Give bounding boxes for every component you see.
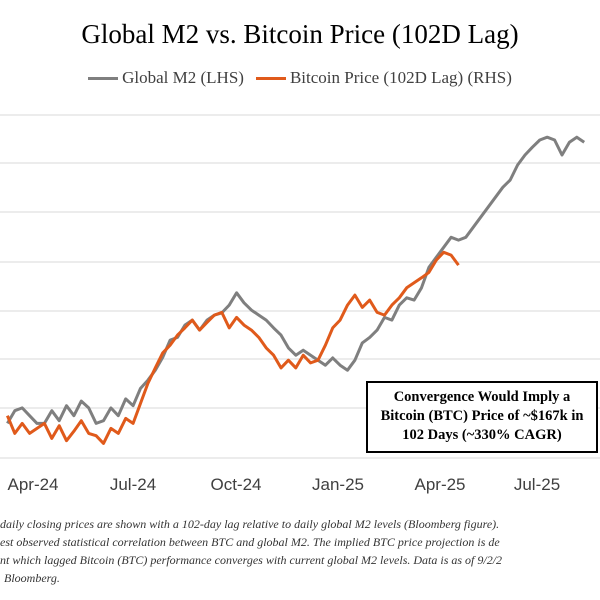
- callout-line-3: 102 Days (~330% CAGR): [402, 427, 562, 443]
- legend-label-btc: Bitcoin Price (102D Lag) (RHS): [289, 68, 512, 87]
- x-tick-label: Jan-25: [312, 475, 364, 494]
- x-tick-label: Apr-24: [7, 475, 58, 494]
- footnote-line-2: est observed statistical correlation bet…: [0, 535, 500, 549]
- convergence-callout-box: Convergence Would Imply a Bitcoin (BTC) …: [366, 381, 598, 453]
- series-lines: [6, 135, 586, 445]
- x-tick-label: Oct-24: [210, 475, 261, 494]
- series-line-bitcoin-price: [6, 250, 460, 445]
- callout-line-1: Convergence Would Imply a: [393, 389, 571, 405]
- legend-swatch-btc: [255, 76, 286, 80]
- footnote: daily closing prices are shown with a 10…: [0, 515, 600, 585]
- x-tick-label: Apr-25: [414, 475, 465, 494]
- x-tick-label: Jul-25: [514, 475, 560, 494]
- legend-item-btc: Bitcoin Price (102D Lag) (RHS): [255, 68, 512, 88]
- x-tick-label: Jul-24: [110, 475, 156, 494]
- legend-item-m2: Global M2 (LHS): [88, 68, 244, 88]
- legend-swatch-m2: [88, 76, 119, 80]
- footnote-line-1: daily closing prices are shown with a 10…: [0, 517, 500, 531]
- legend: Global M2 (LHS) Bitcoin Price (102D Lag)…: [0, 68, 600, 88]
- callout-line-2: Bitcoin (BTC) Price of ~$167k in: [380, 408, 584, 424]
- footnote-line-4: Bloomberg.: [4, 571, 60, 585]
- legend-label-m2: Global M2 (LHS): [122, 68, 244, 87]
- footnote-line-3: nt which lagged Bitcoin (BTC) performanc…: [0, 553, 503, 567]
- chart-title: Global M2 vs. Bitcoin Price (102D Lag): [81, 19, 519, 49]
- series-line-global-m2: [6, 135, 586, 425]
- x-tick-labels: Apr-24 Jul-24 Oct-24 Jan-25 Apr-25 Jul-25: [7, 475, 560, 494]
